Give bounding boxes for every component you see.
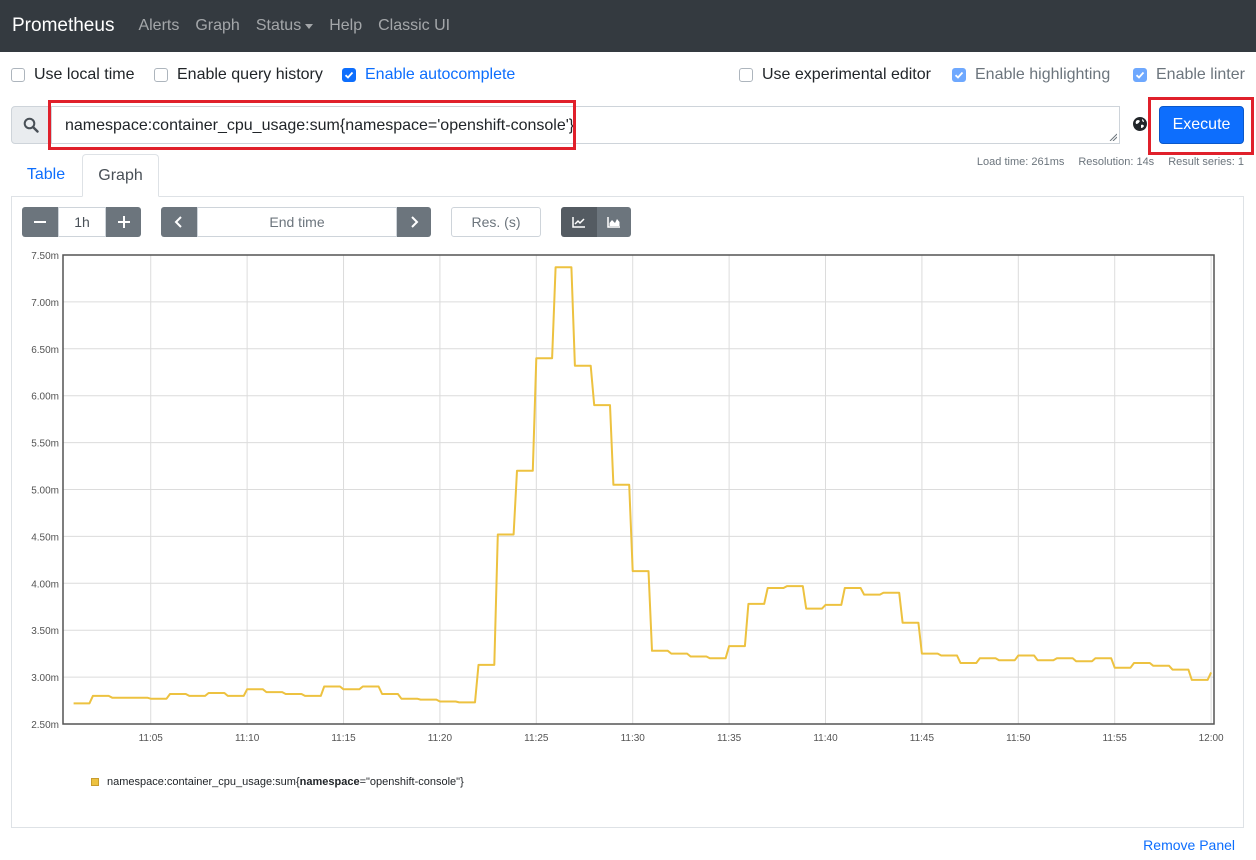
x-tick-label: 11:40 [813, 733, 838, 744]
use-experimental-editor-option[interactable]: Use experimental editor [739, 66, 931, 84]
nav-alerts[interactable]: Alerts [138, 17, 180, 34]
y-tick-label: 3.50m [31, 626, 59, 637]
nav-graph[interactable]: Graph [195, 17, 240, 34]
resolution: Resolution: 14s [1078, 156, 1155, 168]
legend-label-key: namespace [299, 776, 360, 788]
area-chart-icon [607, 217, 620, 228]
legend-swatch[interactable] [91, 778, 99, 786]
graph-panel [11, 196, 1244, 828]
check-icon [344, 71, 354, 79]
execute-button[interactable]: Execute [1159, 106, 1244, 144]
enable-autocomplete-option[interactable]: Enable autocomplete [342, 66, 515, 84]
range-decrease-button[interactable] [22, 207, 58, 237]
minus-icon [34, 221, 46, 223]
navbar: Prometheus Alerts Graph Status Help Clas… [0, 0, 1256, 52]
enable-highlighting-label: Enable highlighting [975, 66, 1111, 83]
tab-graph[interactable]: Graph [82, 154, 159, 197]
line-chart-button[interactable] [561, 207, 597, 237]
y-tick-label: 6.00m [31, 392, 59, 403]
y-tick-label: 3.00m [31, 673, 59, 684]
y-tick-label: 6.50m [31, 345, 59, 356]
query-text: namespace:container_cpu_usage:sum{namesp… [65, 117, 575, 134]
y-tick-label: 7.00m [31, 298, 59, 309]
end-time-input[interactable]: End time [197, 207, 397, 237]
query-input[interactable]: namespace:container_cpu_usage:sum{namesp… [51, 106, 1120, 144]
end-time-back-button[interactable] [161, 207, 197, 237]
line-chart-icon [572, 217, 585, 228]
nav-classic-ui[interactable]: Classic UI [378, 17, 451, 34]
plot-border [62, 254, 1215, 725]
use-local-time-option[interactable]: Use local time [11, 66, 134, 84]
panel-tabs: Table Graph [11, 154, 1244, 197]
brand-link[interactable]: Prometheus [12, 15, 115, 36]
load-time: Load time: 261ms [976, 156, 1065, 168]
nav-help[interactable]: Help [329, 17, 363, 34]
use-experimental-editor-label: Use experimental editor [762, 66, 931, 83]
stacked-chart-button[interactable] [597, 207, 631, 237]
x-tick-label: 11:25 [524, 733, 549, 744]
search-icon [23, 117, 39, 133]
remove-panel-link[interactable]: Remove Panel [1143, 837, 1235, 853]
x-tick-label: 11:10 [235, 733, 260, 744]
use-local-time-checkbox[interactable] [11, 68, 25, 82]
enable-query-history-label: Enable query history [177, 66, 323, 83]
search-addon [11, 106, 51, 144]
y-tick-label: 4.50m [31, 532, 59, 543]
x-tick-label: 11:30 [621, 733, 646, 744]
enable-linter-checkbox[interactable] [1133, 68, 1147, 82]
x-tick-label: 12:00 [1199, 733, 1224, 744]
x-tick-label: 11:15 [331, 733, 356, 744]
query-highlight-box [48, 100, 576, 150]
x-tick-label: 11:45 [910, 733, 935, 744]
graph-chart: 2.50m 3.00m 3.50m 4.00m 4.50m 5.00m 5.50m 6.00m… [31, 251, 1224, 744]
end-time-forward-button[interactable] [397, 207, 431, 237]
chevron-right-icon [411, 216, 419, 228]
series-line [73, 266, 1213, 705]
enable-query-history-checkbox[interactable] [154, 68, 168, 82]
x-tick-label: 11:55 [1103, 733, 1128, 744]
x-tick-label: 11:05 [139, 733, 164, 744]
y-tick-label: 4.00m [31, 579, 59, 590]
use-local-time-label: Use local time [34, 66, 135, 83]
result-series: Result series: 1 [1168, 156, 1244, 168]
resolution-input[interactable]: Res. (s) [451, 207, 541, 237]
resize-handle-icon[interactable] [1109, 133, 1117, 141]
plus-icon [117, 216, 130, 228]
options-row: Use local time Enable query history Enab… [0, 66, 1256, 92]
graph-legend: namespace:container_cpu_usage:sum {names… [91, 776, 464, 788]
globe-icon[interactable] [1132, 116, 1148, 132]
query-stats: Load time: 261ms Resolution: 14s Result … [977, 156, 1244, 168]
check-icon [954, 71, 964, 79]
execute-highlight-box [1148, 97, 1254, 155]
range-increase-button[interactable] [106, 207, 141, 237]
legend-label-value: "openshift-console" [366, 776, 461, 788]
x-tick-label: 11:50 [1006, 733, 1031, 744]
legend-metric: namespace:container_cpu_usage:sum [107, 776, 296, 788]
y-tick-label: 2.50m [31, 720, 59, 731]
check-icon [1135, 71, 1145, 79]
y-tick-label: 5.00m [31, 486, 59, 497]
use-experimental-editor-checkbox[interactable] [739, 68, 753, 82]
y-tick-label: 7.50m [31, 251, 59, 262]
tab-table[interactable]: Table [26, 166, 66, 183]
enable-query-history-option[interactable]: Enable query history [154, 66, 323, 84]
enable-autocomplete-checkbox[interactable] [342, 68, 356, 82]
nav-status-dropdown[interactable]: Status [255, 17, 314, 35]
x-tick-label: 11:35 [717, 733, 742, 744]
enable-highlighting-checkbox[interactable] [952, 68, 966, 82]
caret-down-icon [305, 23, 314, 29]
x-tick-label: 11:20 [428, 733, 453, 744]
enable-linter-label: Enable linter [1156, 66, 1245, 83]
chevron-left-icon [174, 216, 182, 228]
enable-highlighting-option[interactable]: Enable highlighting [952, 66, 1110, 84]
enable-autocomplete-label: Enable autocomplete [365, 66, 516, 83]
range-input[interactable]: 1h [58, 207, 106, 237]
nav-status-label: Status [255, 17, 302, 34]
enable-linter-option[interactable]: Enable linter [1133, 66, 1245, 84]
y-tick-label: 5.50m [31, 439, 59, 450]
